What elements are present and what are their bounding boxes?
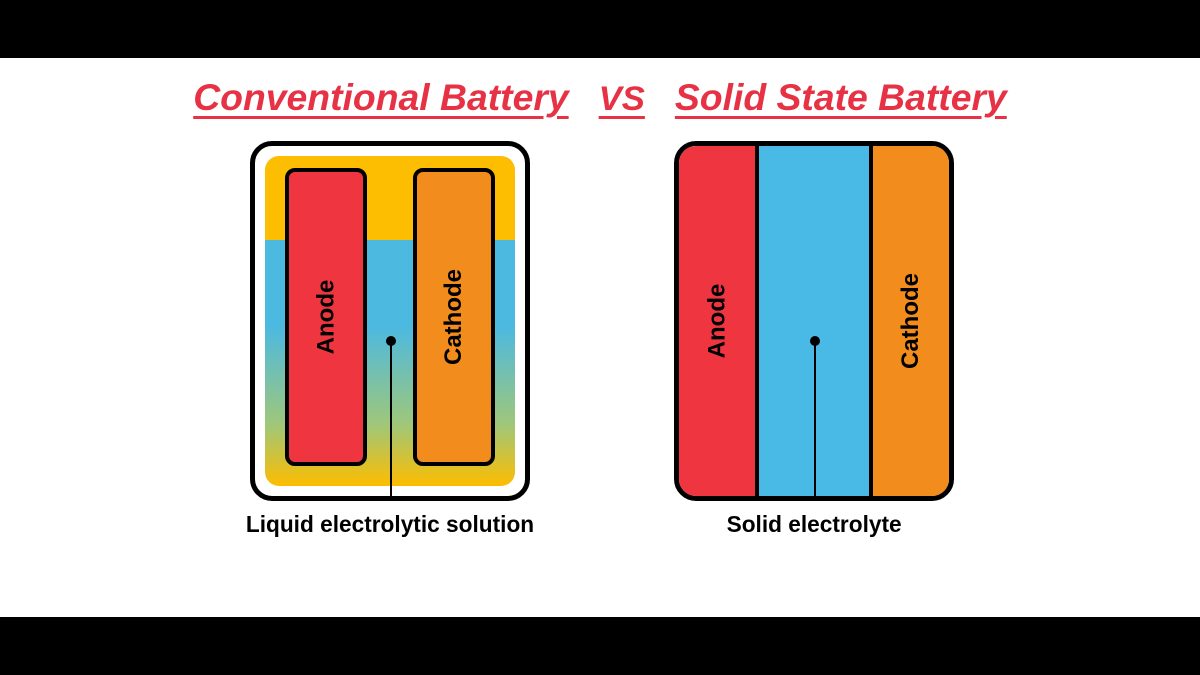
conventional-column: Anode Cathode Liquid electrolytic soluti… — [246, 141, 534, 538]
title-vs: VS — [599, 80, 645, 119]
title-row: Conventional Battery VS Solid State Batt… — [193, 76, 1007, 119]
title-conventional: Conventional Battery — [193, 76, 568, 119]
solid-state-caption: Solid electrolyte — [727, 511, 902, 538]
letterbox-top — [0, 0, 1200, 58]
solid-state-cathode: Cathode — [869, 146, 949, 496]
conventional-caption: Liquid electrolytic solution — [246, 511, 534, 538]
conventional-anode: Anode — [285, 168, 367, 466]
conventional-frame: Anode Cathode — [250, 141, 530, 501]
anode-label: Anode — [312, 280, 340, 355]
letterbox-bottom — [0, 617, 1200, 675]
content-area: Conventional Battery VS Solid State Batt… — [0, 58, 1200, 617]
solid-state-frame: Anode Cathode — [674, 141, 954, 501]
pointer-line — [814, 341, 816, 501]
anode-label: Anode — [703, 284, 731, 359]
conventional-cathode: Cathode — [413, 168, 495, 466]
title-solid-state: Solid State Battery — [675, 76, 1007, 119]
pointer-line — [390, 341, 392, 501]
solid-state-column: Anode Cathode Solid electrolyte — [674, 141, 954, 538]
solid-state-anode: Anode — [679, 146, 759, 496]
cathode-label: Cathode — [897, 273, 925, 369]
cathode-label: Cathode — [440, 269, 468, 365]
diagrams-row: Anode Cathode Liquid electrolytic soluti… — [246, 141, 954, 538]
